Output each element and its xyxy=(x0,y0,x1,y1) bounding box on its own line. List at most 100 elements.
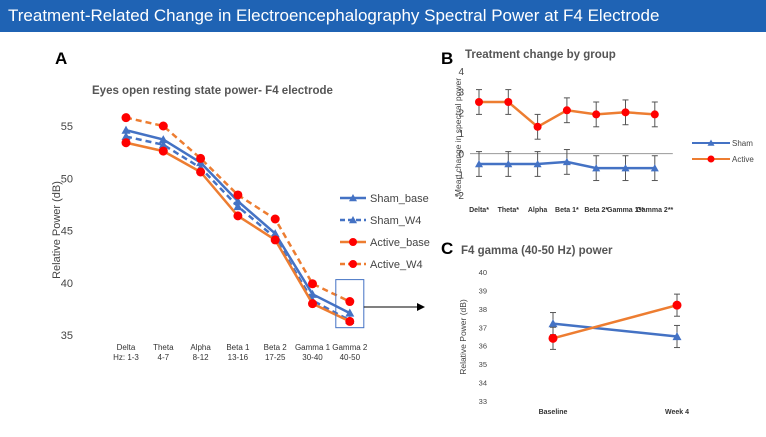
panel-a-point xyxy=(121,138,131,148)
panel-c-point xyxy=(672,332,682,341)
panel-a-title: Eyes open resting state power- F4 electr… xyxy=(92,85,333,97)
panel-c-ytick: 36 xyxy=(479,342,487,351)
panel-a-point xyxy=(308,299,317,309)
panel-c-category: Week 4 xyxy=(665,409,689,416)
panel-b-point xyxy=(592,164,601,172)
panel-a-point xyxy=(233,201,243,211)
panel-b-ytick: 4 xyxy=(458,67,464,78)
panel-a-point xyxy=(158,135,168,144)
panel-c-ytick: 33 xyxy=(479,397,487,406)
panel-c-ytick: 34 xyxy=(479,379,487,388)
panel-a-ylabel: Relative Power (dB) xyxy=(51,181,63,279)
panel-b-ytick: 3 xyxy=(458,88,464,99)
panel-b-ylabel: Mean change in spectral power xyxy=(453,78,463,196)
panel-a-point xyxy=(233,211,243,221)
panel-a-point xyxy=(121,125,131,134)
panel-b-label: B xyxy=(441,49,453,68)
panel-b-point xyxy=(562,106,571,115)
panel-b-point xyxy=(621,164,630,172)
panel-a-range: 30-40 xyxy=(302,353,323,362)
panel-c-point xyxy=(548,333,558,343)
panel-a-category: Beta 1 xyxy=(226,343,250,352)
panel-b-ytick: 1 xyxy=(458,129,464,140)
banner-title: Treatment-Related Change in Electroencep… xyxy=(8,6,660,25)
panel-b-point xyxy=(650,110,659,119)
panel-a-category: Alpha xyxy=(190,343,211,352)
panel-b-legend-label: Sham xyxy=(732,139,753,148)
panel-b-ytick: 0 xyxy=(458,150,464,161)
panel-b-point xyxy=(475,160,483,168)
panel-a-ytick: 35 xyxy=(61,330,73,342)
panel-b-point xyxy=(504,160,513,168)
panel-a-point xyxy=(345,316,355,326)
panel-a-range: 17-25 xyxy=(265,353,286,362)
panel-c-point xyxy=(548,319,558,328)
panel-a-point xyxy=(345,297,355,307)
panel-b-title: Treatment change by group xyxy=(465,49,616,61)
panel-a-point xyxy=(158,140,168,149)
panel-b-ytick: -2 xyxy=(455,191,464,202)
panel-a-range: Hz: 1-3 xyxy=(113,353,139,362)
panel-a-range: 4-7 xyxy=(158,353,170,362)
panel-c-label: C xyxy=(441,239,453,258)
panel-a-category: Theta xyxy=(153,343,174,352)
panel-a-point xyxy=(345,308,355,317)
panel-a-point xyxy=(196,167,206,177)
panel-a-series-line xyxy=(125,141,351,323)
panel-b-category: Beta 1* xyxy=(555,207,579,214)
panel-a-legend-marker xyxy=(349,260,357,268)
panel-a-ytick: 45 xyxy=(61,226,73,238)
panel-a-legend-label: Sham_W4 xyxy=(370,215,421,227)
gamma2-highlight-box xyxy=(335,279,365,329)
panel-b-legend-marker xyxy=(707,139,715,146)
panel-b-category: Gamma 1** xyxy=(607,207,644,214)
panel-a-range: 40-50 xyxy=(340,353,361,362)
panel-a-legend-marker xyxy=(349,194,357,202)
panel-b-point xyxy=(504,98,513,106)
panel-b-category: Alpha xyxy=(528,207,548,214)
panel-c-series-line xyxy=(552,303,678,340)
panel-b-point xyxy=(650,164,659,172)
panel-b-category: Theta* xyxy=(498,207,520,214)
panel-b-point xyxy=(533,160,542,168)
panel-b-point xyxy=(533,122,542,131)
panel-a-range: 8-12 xyxy=(193,353,210,362)
panel-a-range: 13-16 xyxy=(228,353,249,362)
panel-a-legend-label: Active_base xyxy=(370,237,430,249)
panel-a-legend-label: Active_W4 xyxy=(370,259,423,271)
panel-a-category: Gamma 1 xyxy=(295,343,331,352)
panel-b-point xyxy=(562,157,571,166)
panel-a-legend-marker xyxy=(349,216,357,224)
panel-a-series-line xyxy=(125,135,351,322)
panel-a-point xyxy=(270,214,280,224)
panel-b-category: Gamma 2** xyxy=(636,207,673,214)
panel-c-category: Baseline xyxy=(539,409,568,416)
panel-a-label: A xyxy=(55,49,67,68)
panel-a-legend-marker xyxy=(349,238,357,246)
panel-c-ytick: 35 xyxy=(479,360,487,369)
arrow-head xyxy=(417,303,425,311)
panel-a-point xyxy=(121,131,131,141)
panel-a-point xyxy=(308,279,317,289)
panel-a-ytick: 50 xyxy=(61,173,73,185)
panel-a-point xyxy=(158,121,168,131)
panel-b-ytick: -1 xyxy=(455,170,464,181)
panel-a-ytick: 40 xyxy=(61,278,73,290)
panel-a-legend-label: Sham_base xyxy=(370,193,429,205)
panel-c-ytick: 38 xyxy=(479,305,487,314)
panel-c-title: F4 gamma (40-50 Hz) power xyxy=(461,245,613,257)
panel-c-ytick: 37 xyxy=(479,323,487,332)
panel-a-point xyxy=(196,153,206,163)
panel-a-point xyxy=(158,146,168,156)
panel-b-category: Beta 2* xyxy=(584,207,608,214)
panel-a-ytick: 55 xyxy=(61,121,73,133)
panel-c-point xyxy=(672,300,682,310)
panel-a-point xyxy=(233,190,243,200)
panel-b-legend-marker xyxy=(707,155,715,163)
panel-c-ytick: 39 xyxy=(479,286,487,295)
panel-b-point xyxy=(475,98,483,106)
panel-a-point xyxy=(270,235,280,245)
panel-a-category: Delta xyxy=(117,343,136,352)
panel-a-point xyxy=(121,113,131,123)
